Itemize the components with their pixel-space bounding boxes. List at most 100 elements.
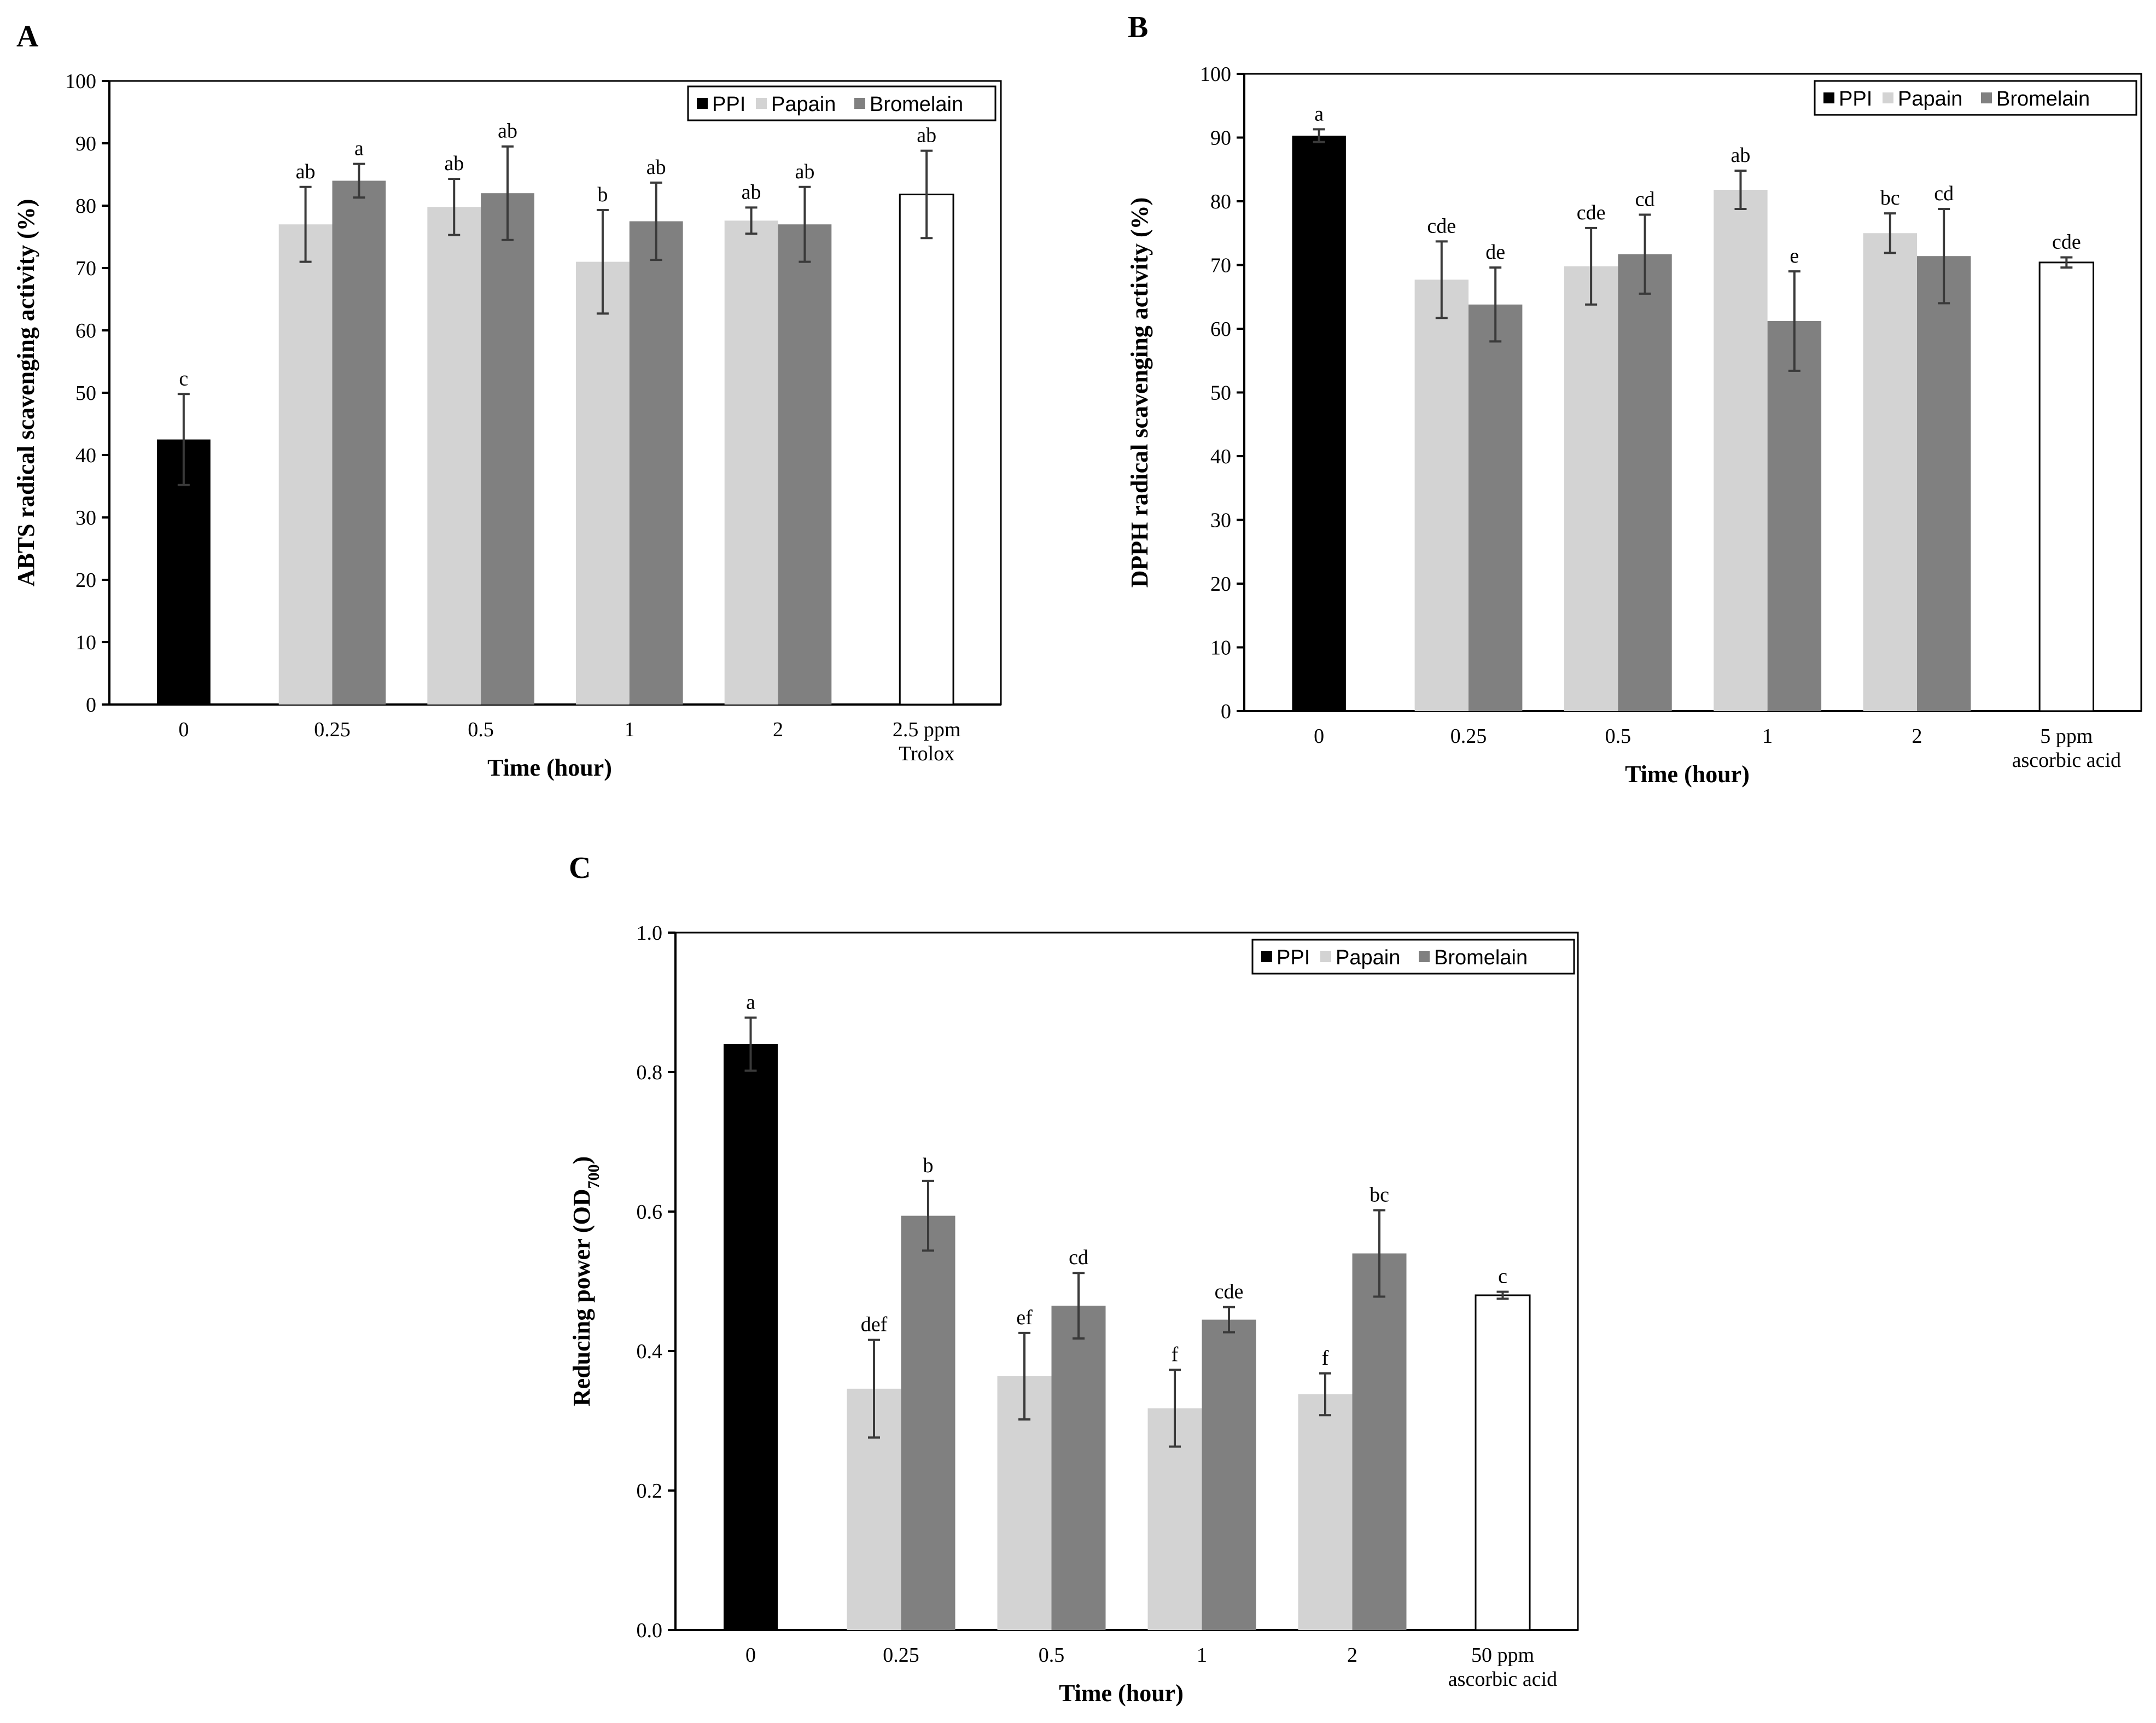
bar-control (1475, 1294, 1531, 1631)
y-axis-title: Reducing power (OD700) (568, 1156, 603, 1406)
legend-label-ppi: PPI (712, 93, 745, 116)
legend-swatch-bromelain (854, 98, 865, 109)
bar-papain (278, 224, 333, 705)
significance-letter: c (1498, 1265, 1507, 1288)
panel-letter: B (1128, 10, 1148, 44)
y-tick-label: 0.2 (637, 1480, 663, 1503)
x-tick-label-line2: ascorbic acid (2012, 749, 2121, 772)
y-tick-label: 30 (1210, 509, 1231, 532)
y-tick-label: 80 (1210, 190, 1231, 213)
y-axis-title: ABTS radical scavenging activity (%) (13, 199, 39, 587)
legend-swatch-papain (756, 98, 767, 109)
y-tick-label: 40 (1210, 445, 1231, 468)
y-tick-label: 70 (75, 257, 96, 280)
x-tick-label: 0 (1314, 725, 1324, 748)
y-tick-label: 1.0 (637, 922, 663, 945)
y-tick-label: 50 (75, 382, 96, 405)
x-tick-label: 50 ppm (1471, 1644, 1534, 1667)
y-axis-title: DPPH radical scavenging activity (%) (1126, 197, 1153, 588)
significance-letter: b (923, 1154, 934, 1177)
bar-bromelain (1352, 1253, 1407, 1630)
significance-letter: f (1172, 1343, 1179, 1366)
significance-letter: ab (917, 124, 936, 147)
panel-letter: A (16, 20, 39, 54)
plot-area-frame (108, 80, 1002, 706)
x-tick-label: 1 (1762, 725, 1773, 748)
bar-papain (576, 261, 630, 705)
y-tick-label: 0 (1221, 700, 1231, 723)
y-tick-label: 0 (86, 694, 96, 717)
x-tick-label: 0.5 (1039, 1644, 1065, 1667)
bar-ppi (1292, 136, 1346, 711)
y-tick-label: 0.8 (637, 1061, 663, 1084)
y-tick-label: 10 (1210, 637, 1231, 660)
bar-bromelain (1917, 256, 1971, 711)
x-tick-label: 0 (178, 718, 189, 741)
x-tick-label: 2 (1347, 1644, 1357, 1667)
x-tick-label: 0 (745, 1644, 756, 1667)
significance-letter: ef (1016, 1306, 1033, 1329)
significance-letter: ab (498, 120, 517, 143)
bar-control (2038, 261, 2095, 712)
bar-papain (1863, 233, 1917, 711)
bar-bromelain (629, 221, 683, 705)
bar-bromelain (481, 193, 534, 705)
x-axis-title: Time (hour) (487, 754, 612, 781)
legend-swatch-papain (1320, 951, 1331, 962)
y-tick-label: 60 (75, 319, 96, 342)
significance-letter: ab (296, 160, 316, 183)
bar-bromelain (1051, 1306, 1106, 1630)
x-axis-title: Time (hour) (1059, 1680, 1184, 1707)
legend-label-ppi: PPI (1839, 88, 1872, 110)
legend-label-ppi: PPI (1277, 946, 1310, 969)
bar-bromelain (1202, 1319, 1256, 1630)
significance-letter: a (746, 991, 755, 1014)
bar-papain (1714, 190, 1768, 711)
legend-box (687, 85, 997, 121)
x-tick-label: 0.5 (1605, 725, 1631, 748)
bar-papain (1298, 1394, 1353, 1630)
y-axis-title-subscript: 700 (585, 1165, 603, 1189)
bar-bromelain (1767, 321, 1822, 711)
x-tick-label: 5 ppm (2040, 725, 2093, 748)
x-tick-label: 0.25 (314, 718, 351, 741)
y-tick-label: 60 (1210, 318, 1231, 341)
legend-label-papain: Papain (1898, 88, 1962, 110)
significance-letter: def (861, 1313, 888, 1336)
x-tick-label: 2.5 ppm (893, 718, 961, 741)
legend-label-papain: Papain (1336, 946, 1400, 969)
y-tick-label: 50 (1210, 382, 1231, 405)
bar-ppi (724, 1044, 778, 1630)
x-tick-label-line2: Trolox (899, 742, 954, 765)
plot-area-frame (1243, 73, 2142, 712)
x-tick-label: 0.5 (468, 718, 494, 741)
bar-control (899, 193, 954, 706)
y-tick-label: 100 (65, 70, 96, 93)
y-tick-label: 20 (1210, 573, 1231, 596)
significance-letter: a (1314, 102, 1324, 125)
legend-swatch-ppi (697, 98, 708, 109)
plot-area-frame (674, 932, 1579, 1631)
significance-letter: ab (1731, 144, 1751, 167)
legend-box (1251, 939, 1575, 975)
significance-letter: cde (1215, 1280, 1244, 1303)
panel-letter: C (569, 851, 591, 885)
legend-swatch-bromelain (1419, 951, 1430, 962)
legend-swatch-ppi (1261, 951, 1272, 962)
significance-letter: e (1790, 245, 1799, 267)
x-axis-title: Time (hour) (1625, 761, 1750, 788)
legend-label-bromelain: Bromelain (870, 93, 963, 116)
bar-papain (427, 207, 481, 705)
x-tick-label: 2 (773, 718, 783, 741)
y-tick-label: 90 (75, 132, 96, 155)
significance-letter: ab (795, 160, 814, 183)
legend-label-bromelain: Bromelain (1996, 88, 2090, 110)
legend-label-papain: Papain (771, 93, 836, 116)
significance-letter: ab (444, 152, 464, 175)
significance-letter: ab (646, 156, 666, 179)
y-axis-title-end: ) (568, 1156, 595, 1165)
y-tick-label: 80 (75, 195, 96, 218)
